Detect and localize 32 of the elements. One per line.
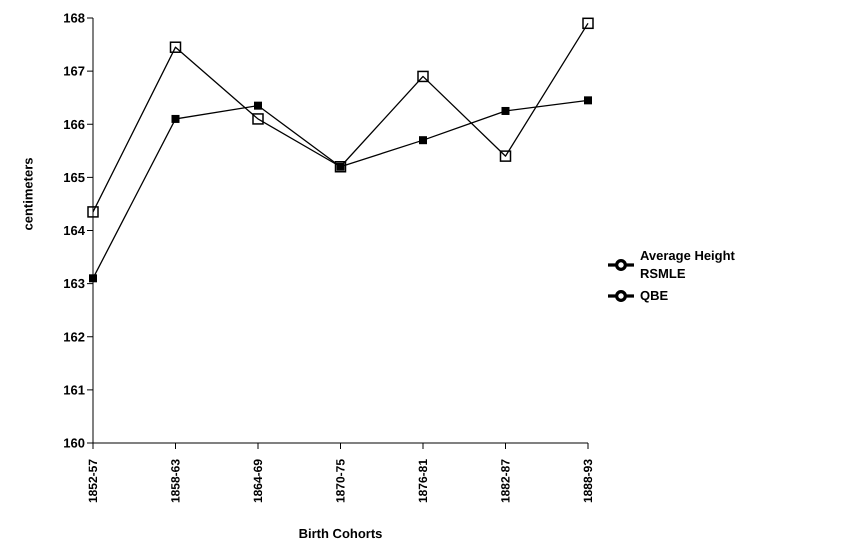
y-axis-title: centimeters (20, 158, 36, 230)
point (170, 41, 182, 53)
x-tick-label: 1882-87 (498, 458, 512, 504)
x-tick-label: 1864-69 (251, 458, 265, 504)
point (419, 136, 427, 144)
legend-label: Average Height RSMLE (640, 247, 736, 283)
point (502, 106, 510, 115)
y-tick-label: 168 (63, 10, 85, 26)
y-tick-label: 165 (63, 170, 85, 185)
point (582, 18, 594, 30)
y-tick-label: 163 (63, 276, 85, 292)
x-axis-title: Birth Cohorts (298, 526, 382, 541)
y-tick-label: 164 (63, 223, 86, 238)
y-tick-label: 167 (63, 64, 85, 79)
legend-label: QBE (640, 287, 670, 305)
point (584, 96, 592, 104)
point (87, 206, 99, 218)
x-tick-label: 1870-75 (334, 458, 348, 504)
x-tick-label: 1888-93 (581, 458, 595, 504)
y-tick-label: 161 (63, 382, 85, 398)
y-tick-label: 166 (63, 116, 85, 132)
x-tick-label: 1858-63 (168, 458, 182, 504)
point (89, 274, 97, 282)
point (172, 114, 180, 123)
point (500, 150, 512, 162)
y-tick-label: 160 (63, 436, 85, 451)
x-tick-label: 1876-81 (416, 458, 430, 504)
point (252, 113, 264, 125)
point (417, 70, 429, 82)
x-tick-label: 1852-57 (86, 458, 100, 504)
y-tick-label: 162 (63, 329, 85, 344)
point (254, 102, 262, 110)
